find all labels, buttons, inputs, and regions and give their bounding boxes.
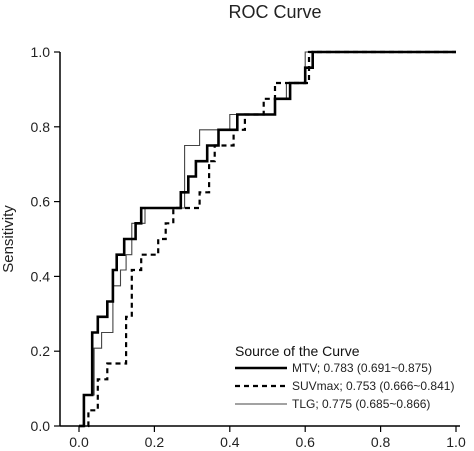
legend: Source of the Curve MTV; 0.783 (0.691~0.… <box>235 343 454 411</box>
x-tick-label: 0.8 <box>371 434 391 450</box>
y-tick-label: 0.2 <box>31 343 51 359</box>
x-tick-label: 0.6 <box>295 434 315 450</box>
x-tick-label: 0.0 <box>69 434 89 450</box>
y-tick-label: 0.6 <box>31 194 51 210</box>
x-tick-label: 1.0 <box>446 434 466 450</box>
x-tick-label: 0.2 <box>145 434 165 450</box>
y-axis-label: Sensitivity <box>0 205 17 273</box>
y-tick-label: 0.4 <box>31 268 51 284</box>
series-layer <box>79 50 456 428</box>
y-tick-label: 1.0 <box>31 44 51 60</box>
y-ticks: 0.0 0.2 0.4 0.6 0.8 1.0 <box>31 44 60 434</box>
x-tick-label: 0.4 <box>220 434 240 450</box>
series-line-mtv <box>79 50 456 428</box>
y-tick-label: 0.0 <box>31 418 51 434</box>
legend-entry: TLG; 0.775 (0.685~0.866) <box>292 397 430 411</box>
x-ticks: 0.0 0.2 0.4 0.6 0.8 1.0 <box>69 426 466 450</box>
legend-entry: SUVmax; 0.753 (0.666~0.841) <box>292 379 454 393</box>
y-tick-label: 0.8 <box>31 119 51 135</box>
legend-title: Source of the Curve <box>235 343 360 359</box>
series-line-suvmax <box>79 50 456 428</box>
chart-title: ROC Curve <box>228 2 321 22</box>
legend-entry: MTV; 0.783 (0.691~0.875) <box>292 361 432 375</box>
